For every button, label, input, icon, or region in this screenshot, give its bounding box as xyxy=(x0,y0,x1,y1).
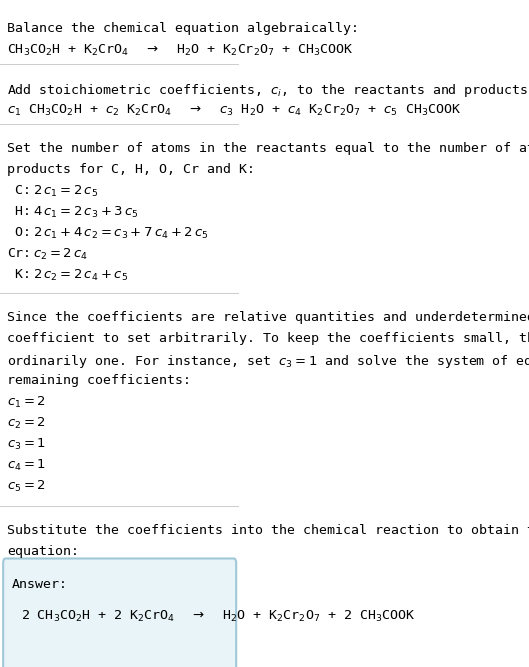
Text: CH$_3$CO$_2$H + K$_2$CrO$_4$  $\rightarrow$  H$_2$O + K$_2$Cr$_2$O$_7$ + CH$_3$C: CH$_3$CO$_2$H + K$_2$CrO$_4$ $\rightarro… xyxy=(7,43,353,58)
Text: K:: K: xyxy=(7,267,31,281)
Text: $c_3 = 1$: $c_3 = 1$ xyxy=(7,437,46,452)
Text: $c_4 = 1$: $c_4 = 1$ xyxy=(7,458,46,473)
Text: $2\,c_1 = 2\,c_5$: $2\,c_1 = 2\,c_5$ xyxy=(33,183,98,199)
Text: coefficient to set arbitrarily. To keep the coefficients small, the arbitrary va: coefficient to set arbitrarily. To keep … xyxy=(7,331,529,345)
Text: $4\,c_1 = 2\,c_3 + 3\,c_5$: $4\,c_1 = 2\,c_3 + 3\,c_5$ xyxy=(33,205,138,219)
Text: Answer:: Answer: xyxy=(12,578,68,592)
Text: $2\,c_2 = 2\,c_4 + c_5$: $2\,c_2 = 2\,c_4 + c_5$ xyxy=(33,267,127,283)
Text: $c_1$ CH$_3$CO$_2$H + $c_2$ K$_2$CrO$_4$  $\rightarrow$  $c_3$ H$_2$O + $c_4$ K$: $c_1$ CH$_3$CO$_2$H + $c_2$ K$_2$CrO$_4$… xyxy=(7,103,461,118)
Text: H:: H: xyxy=(7,205,31,217)
Text: $c_2 = 2$: $c_2 = 2$ xyxy=(7,416,45,431)
Text: remaining coefficients:: remaining coefficients: xyxy=(7,374,191,387)
Text: C:: C: xyxy=(7,183,31,197)
Text: $2\,c_1 + 4\,c_2 = c_3 + 7\,c_4 + 2\,c_5$: $2\,c_1 + 4\,c_2 = c_3 + 7\,c_4 + 2\,c_5… xyxy=(33,225,208,241)
Text: equation:: equation: xyxy=(7,544,79,558)
Text: products for C, H, O, Cr and K:: products for C, H, O, Cr and K: xyxy=(7,163,255,175)
Text: $c_2 = 2\,c_4$: $c_2 = 2\,c_4$ xyxy=(33,247,88,261)
Text: Cr:: Cr: xyxy=(7,247,31,259)
Text: $c_5 = 2$: $c_5 = 2$ xyxy=(7,479,45,494)
FancyBboxPatch shape xyxy=(3,558,236,667)
Text: Balance the chemical equation algebraically:: Balance the chemical equation algebraica… xyxy=(7,22,359,35)
Text: O:: O: xyxy=(7,225,31,239)
Text: ordinarily one. For instance, set $c_3 = 1$ and solve the system of equations fo: ordinarily one. For instance, set $c_3 =… xyxy=(7,353,529,370)
Text: Add stoichiometric coefficients, $c_i$, to the reactants and products:: Add stoichiometric coefficients, $c_i$, … xyxy=(7,82,529,99)
Text: Since the coefficients are relative quantities and underdetermined, choose a: Since the coefficients are relative quan… xyxy=(7,311,529,323)
Text: $c_1 = 2$: $c_1 = 2$ xyxy=(7,395,45,410)
Text: Set the number of atoms in the reactants equal to the number of atoms in the: Set the number of atoms in the reactants… xyxy=(7,141,529,155)
Text: Substitute the coefficients into the chemical reaction to obtain the balanced: Substitute the coefficients into the che… xyxy=(7,524,529,536)
Text: 2 CH$_3$CO$_2$H + 2 K$_2$CrO$_4$  $\rightarrow$  H$_2$O + K$_2$Cr$_2$O$_7$ + 2 C: 2 CH$_3$CO$_2$H + 2 K$_2$CrO$_4$ $\right… xyxy=(21,608,416,624)
